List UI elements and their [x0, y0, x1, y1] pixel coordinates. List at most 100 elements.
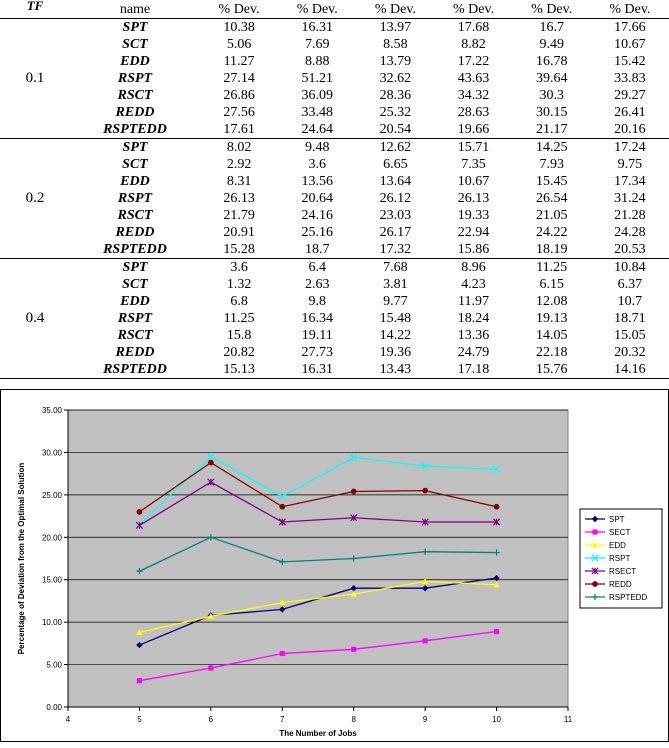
value-cell: 14.25 [535, 140, 568, 155]
row: RSCT 26.86 36.09 28.36 34.32 30.3 29.27 [0, 87, 669, 104]
row: SCT 5.06 7.69 8.58 8.82 9.49 10.67 [0, 36, 669, 53]
value-cell: 12.62 [379, 140, 412, 155]
tf-cell: 0.1 [25, 70, 45, 86]
results-table: TF name % Dev. % Dev. % Dev. % Dev. % Dev. % De… [0, 0, 669, 379]
value-cell: 30.15 [535, 105, 568, 120]
x-tick-label: 8 [351, 715, 356, 724]
value-cell: 34.32 [457, 88, 490, 103]
x-axis-title: The Number of Jobs [279, 729, 357, 738]
value-cell: 17.24 [614, 140, 646, 155]
value-cell: 2.92 [226, 157, 252, 172]
value-cell: 13.64 [379, 174, 412, 189]
value-cell: 20.64 [301, 191, 333, 206]
value-cell: 16.31 [301, 20, 333, 35]
marker [591, 554, 599, 562]
value-cell: 21.17 [535, 122, 568, 137]
plot-area [67, 409, 569, 708]
marker [492, 518, 501, 526]
x-tick-label: 9 [423, 715, 428, 724]
marker [591, 567, 599, 575]
value-cell: 31.24 [614, 191, 646, 206]
value-cell: 26.17 [379, 225, 412, 240]
value-cell: 7.69 [304, 37, 330, 52]
rule-cell: REDD [115, 345, 155, 360]
tf-cell: 0.2 [25, 190, 45, 206]
value-cell: 13.36 [457, 328, 490, 343]
value-cell: 10.67 [614, 37, 646, 52]
value-cell: 22.94 [457, 225, 490, 240]
value-cell: 11.25 [536, 260, 568, 275]
series-line [139, 536, 497, 572]
x-tick-label: 7 [280, 715, 285, 724]
marker [592, 529, 598, 535]
marker [350, 590, 357, 597]
row: RSPT 26.13 20.64 26.12 26.13 26.54 31.24 [0, 190, 669, 207]
value-cell: 7.35 [461, 157, 486, 172]
header-cell: % Dev. [531, 1, 573, 17]
value-cell: 9.77 [383, 294, 408, 309]
value-cell: 14.05 [535, 328, 568, 343]
rule-cell: RSPT [117, 191, 153, 206]
value-cell: 27.73 [301, 345, 333, 360]
row: EDD 6.8 9.8 9.77 11.97 12.08 10.7 [0, 293, 669, 310]
row: SCT 1.32 2.63 3.81 4.23 6.15 6.37 [0, 276, 669, 293]
value-cell: 18.19 [535, 242, 568, 257]
value-cell: 30.3 [539, 88, 564, 103]
series-line [139, 481, 497, 526]
rule-cell: REDD [115, 105, 155, 120]
header-cell: % Dev. [374, 1, 416, 17]
value-cell: 26.86 [223, 88, 255, 103]
row: RSPT 11.25 16.34 15.48 18.24 19.13 18.71 [0, 310, 669, 327]
chart: 0.00 5.00 10.00 15.00 20.00 25.00 30.00 35.00 4 5… [0, 389, 669, 742]
legend-label: RSPTEDD [609, 593, 647, 602]
rule-cell: EDD [120, 174, 150, 189]
value-cell: 11.97 [458, 294, 490, 309]
header-cell: % Dev. [296, 1, 338, 17]
row: RSPTEDD 17.61 24.64 20.54 19.66 21.17 20.16 [0, 121, 669, 139]
marker [493, 581, 500, 588]
header-cell: % Dev. [609, 1, 651, 17]
rule-cell: SCT [122, 37, 148, 52]
marker [493, 503, 500, 510]
y-tick-label: 0.00 [46, 703, 62, 712]
value-cell: 7.68 [383, 260, 408, 275]
value-cell: 15.76 [535, 362, 568, 377]
row: RSPT 27.14 51.21 32.62 43.63 39.64 33.83 [0, 70, 669, 87]
value-cell: 17.68 [457, 20, 490, 35]
group: 0.1 SPT 10.38 16.31 13.97 17.68 16.7 17.66 SCT 5.… [0, 19, 669, 139]
value-cell: 14.16 [614, 362, 646, 377]
value-cell: 17.66 [614, 20, 646, 35]
value-cell: 8.82 [461, 37, 486, 52]
marker [136, 678, 142, 684]
marker [207, 478, 215, 486]
rule-cell: SCT [122, 277, 148, 292]
value-cell: 26.13 [223, 191, 255, 206]
row: RSCT 15.8 19.11 14.22 13.36 14.05 15.05 [0, 327, 669, 344]
value-cell: 8.02 [226, 140, 252, 155]
value-cell: 21.79 [223, 208, 255, 223]
marker [421, 578, 429, 584]
marker [492, 465, 501, 474]
rule-cell: EDD [120, 54, 150, 69]
rule-cell: RSCT [117, 88, 153, 103]
value-cell: 15.13 [223, 362, 255, 377]
value-cell: 10.38 [223, 20, 255, 35]
marker [350, 514, 358, 522]
header-cell: % Dev. [453, 1, 495, 17]
value-cell: 6.37 [617, 277, 643, 292]
y-axis-title: Percentage of Deviation from the Optimal… [17, 463, 26, 655]
value-cell: 10.7 [617, 294, 643, 309]
value-cell: 16.34 [301, 311, 333, 326]
value-cell: 2.63 [304, 277, 330, 292]
row: REDD 20.91 25.16 26.17 22.94 24.22 24.28 [0, 224, 669, 241]
series-line [139, 630, 497, 682]
value-cell: 19.11 [301, 328, 333, 343]
marker [591, 541, 599, 548]
marker [207, 613, 215, 619]
rule-cell: SPT [122, 140, 148, 155]
value-cell: 24.16 [301, 208, 333, 223]
marker [278, 518, 286, 526]
row: EDD 8.31 13.56 13.64 10.67 15.45 17.34 [0, 173, 669, 190]
marker [493, 549, 500, 556]
